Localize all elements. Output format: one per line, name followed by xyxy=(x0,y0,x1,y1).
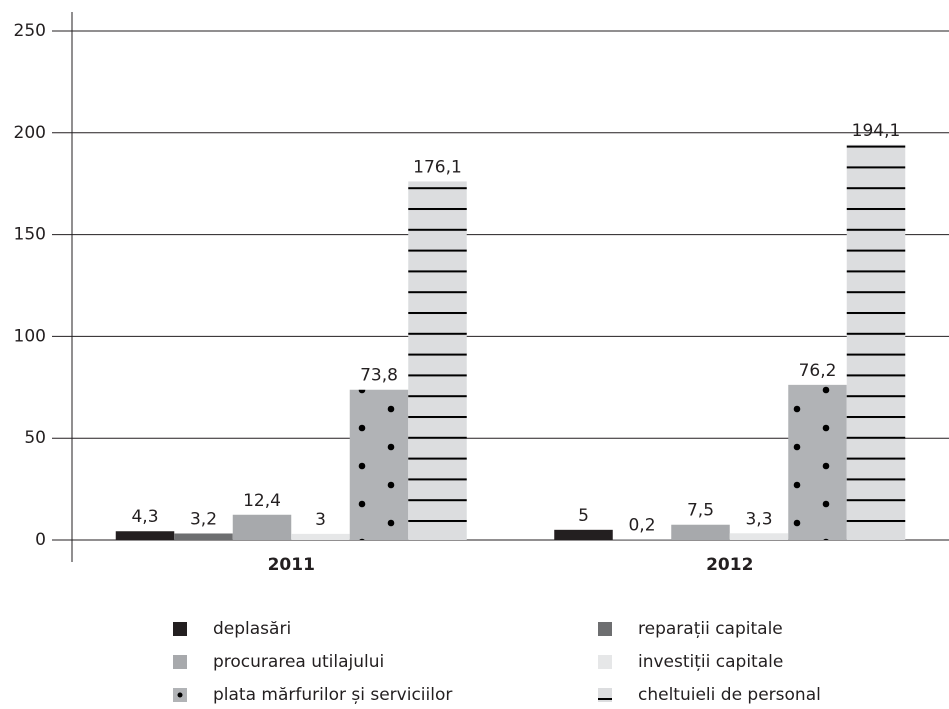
y-tick-label: 0 xyxy=(35,530,46,550)
bar xyxy=(554,529,613,540)
data-label: 76,2 xyxy=(799,361,837,381)
bar xyxy=(115,531,175,540)
legend-swatch xyxy=(173,655,187,669)
legend-swatch xyxy=(598,655,612,669)
data-label: 194,1 xyxy=(852,121,901,141)
data-label: 3 xyxy=(315,510,326,530)
bar xyxy=(174,533,233,540)
data-label: 5 xyxy=(578,506,589,526)
bar xyxy=(671,524,730,540)
legend-label: investiții capitale xyxy=(638,652,783,672)
data-label: 73,8 xyxy=(360,366,398,386)
data-label: 3,2 xyxy=(190,509,217,529)
bar xyxy=(846,144,906,541)
data-label: 4,3 xyxy=(131,507,158,527)
data-label: 0,2 xyxy=(628,516,655,536)
y-tick-label: 200 xyxy=(14,123,46,143)
legend-label: reparații capitale xyxy=(638,619,783,639)
data-label: 7,5 xyxy=(687,501,714,521)
legend-swatch xyxy=(598,622,612,636)
legend-label: plata mărfurilor și serviciilor xyxy=(213,685,452,705)
data-label: 12,4 xyxy=(243,491,281,511)
legend-label: cheltuieli de personal xyxy=(638,685,821,705)
y-tick-label: 50 xyxy=(24,428,46,448)
legend-swatch xyxy=(173,622,187,636)
y-tick-label: 100 xyxy=(14,326,46,346)
x-tick-label: 2012 xyxy=(706,555,753,575)
x-tick-label: 2011 xyxy=(268,555,315,575)
legend-label: deplasări xyxy=(213,619,291,639)
legend-label: procurarea utilajului xyxy=(213,652,384,672)
data-label: 3,3 xyxy=(745,509,772,529)
bar xyxy=(291,533,350,540)
bar xyxy=(788,384,847,540)
bar xyxy=(232,514,292,540)
bar xyxy=(408,181,467,541)
legend-swatch-line xyxy=(598,698,612,700)
data-label: 176,1 xyxy=(413,157,462,177)
y-tick-label: 250 xyxy=(14,21,46,41)
bar xyxy=(729,533,789,540)
y-tick-label: 150 xyxy=(14,225,46,245)
legend-swatch-dot xyxy=(177,692,183,698)
bar xyxy=(349,389,409,540)
